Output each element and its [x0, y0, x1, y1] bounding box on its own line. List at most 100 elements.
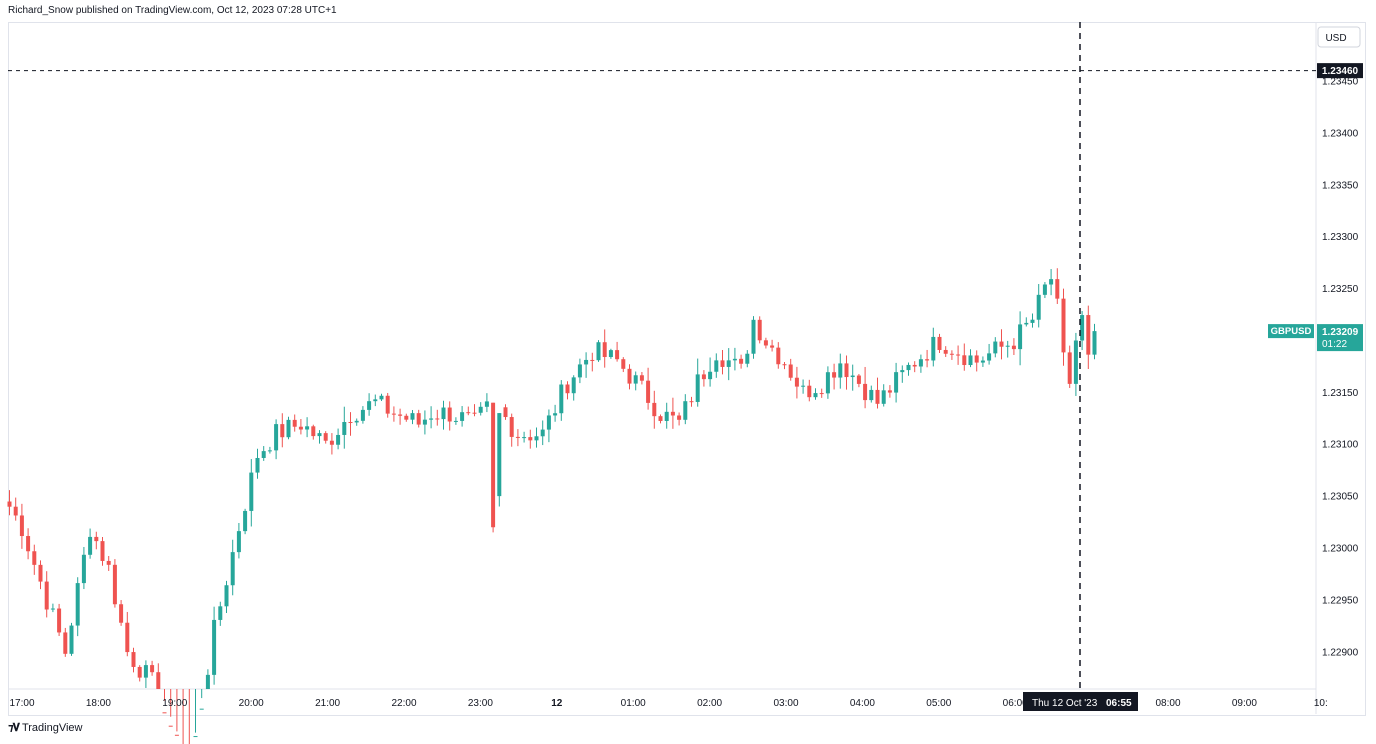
candle-body — [497, 413, 502, 497]
candle — [212, 606, 217, 685]
candle — [26, 528, 31, 560]
candle-body — [112, 564, 117, 605]
candle — [478, 402, 483, 416]
candle-body — [311, 426, 316, 437]
candle — [652, 390, 657, 429]
candle-body — [788, 364, 793, 378]
candle-body — [379, 395, 384, 400]
candle-body — [670, 411, 675, 416]
chart-frame — [8, 22, 1366, 716]
candle — [38, 560, 43, 590]
candle — [813, 388, 818, 400]
candle-body — [763, 340, 768, 346]
candle — [1092, 323, 1097, 360]
candle-body — [1049, 279, 1054, 285]
candle — [807, 379, 812, 402]
footer-brand[interactable]: ⁊𝐕 TradingView — [8, 721, 83, 735]
candle — [956, 345, 961, 365]
candle-body — [1024, 322, 1029, 325]
candle — [565, 381, 570, 400]
candle — [925, 349, 930, 368]
candle-body — [137, 666, 142, 678]
candle — [788, 358, 793, 381]
candle — [416, 409, 421, 428]
candle-body — [540, 429, 545, 437]
candle — [844, 355, 849, 390]
candle-body — [255, 457, 260, 473]
candle — [980, 356, 985, 367]
candle — [441, 400, 446, 430]
time-tick-label: 10: — [1314, 698, 1328, 709]
candle — [249, 459, 254, 527]
price-tick-label: 1.23350 — [1322, 180, 1359, 191]
candle-body — [348, 422, 353, 424]
time-tick-label: 04:00 — [850, 698, 875, 709]
candle — [7, 490, 12, 516]
candle — [751, 316, 756, 359]
candle — [193, 689, 198, 738]
currency-button[interactable]: USD — [1317, 26, 1361, 48]
crosshair-time-label: Thu 12 Oct '23 06:55 — [1023, 692, 1138, 711]
candle — [150, 660, 155, 676]
candle — [1011, 338, 1016, 356]
candle-body — [503, 407, 508, 418]
candle — [1036, 284, 1041, 328]
candle — [317, 430, 322, 444]
candle — [801, 379, 806, 394]
candle — [367, 393, 372, 416]
candle — [385, 392, 390, 418]
price-tick-label: 1.23000 — [1322, 544, 1359, 555]
candle-body — [1042, 284, 1047, 295]
candle — [57, 603, 62, 637]
candle — [199, 689, 204, 710]
candle-body — [100, 541, 105, 561]
candle-body — [850, 375, 855, 378]
candle — [435, 409, 440, 426]
time-axis-ticks: 17:00 18:00 19:00 20:00 21:00 22:00 23:00 12 01:… — [9, 698, 1327, 709]
candle — [968, 349, 973, 368]
candle-body — [292, 419, 297, 427]
candles-group — [7, 268, 1097, 744]
candle — [918, 354, 923, 373]
candle-body — [776, 347, 781, 365]
candle-body — [441, 407, 446, 420]
candle-body — [701, 374, 706, 380]
candle — [1086, 305, 1091, 370]
candle-body — [218, 606, 223, 620]
candle — [491, 402, 496, 533]
candle — [236, 522, 241, 559]
candle — [819, 388, 824, 398]
candle-body — [528, 437, 533, 441]
candle-body — [708, 371, 713, 380]
candle-body — [416, 413, 421, 425]
candle — [336, 428, 341, 450]
time-tick-label: 20:00 — [239, 698, 264, 709]
candle — [404, 413, 409, 422]
time-tick-label: 05:00 — [926, 698, 951, 709]
candle — [1055, 268, 1060, 304]
candle-body — [900, 370, 905, 373]
candle — [949, 350, 954, 360]
candle-body — [689, 401, 694, 403]
candle-body — [534, 436, 539, 441]
candle — [379, 393, 384, 402]
candle — [373, 394, 378, 407]
candle — [100, 537, 105, 566]
candle-body — [770, 345, 775, 348]
candle-body — [509, 417, 514, 437]
candle — [243, 508, 248, 535]
candle — [559, 380, 564, 421]
candle — [323, 431, 328, 444]
candle — [286, 416, 291, 440]
candle-body — [838, 363, 843, 378]
time-tick-label: 21:00 — [315, 698, 340, 709]
candle-body — [106, 560, 111, 565]
candle — [342, 406, 347, 449]
candle-body — [44, 581, 49, 610]
candle-body — [683, 401, 688, 420]
candle-body — [1086, 315, 1091, 355]
candle-body — [267, 450, 272, 452]
candle — [850, 364, 855, 391]
candle-body — [162, 712, 167, 714]
